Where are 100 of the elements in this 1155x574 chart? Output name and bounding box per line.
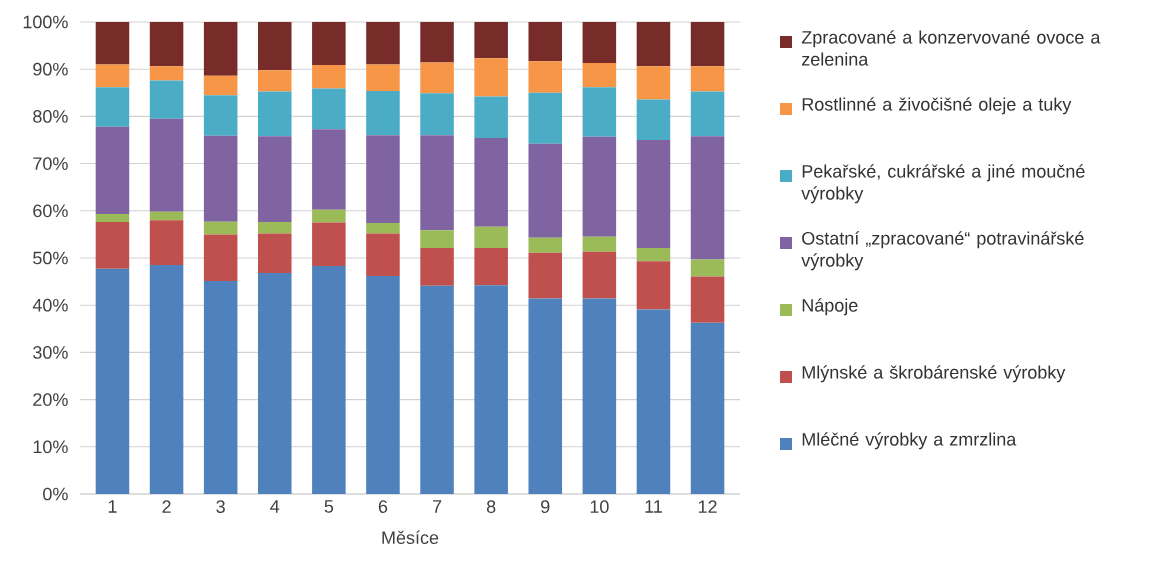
legend-label: Rostlinné a živočišné oleje a tuky	[802, 97, 1072, 115]
bar	[149, 118, 184, 212]
bar	[203, 234, 238, 282]
bar	[149, 265, 184, 494]
y-tick-label: 90%	[33, 62, 68, 76]
y-tick-label: 10%	[33, 440, 68, 454]
bar	[636, 99, 671, 140]
bar	[95, 21, 130, 65]
bar	[582, 136, 617, 237]
bar	[528, 61, 563, 93]
x-axis-title: Měsíce	[382, 530, 439, 545]
legend-label: Mlýnské a škrobárenské výrobky	[802, 365, 1066, 383]
bar	[257, 136, 292, 223]
bar	[474, 226, 508, 249]
bar	[690, 136, 725, 260]
y-tick-label: 0%	[43, 487, 68, 501]
y-tick-label: 30%	[33, 346, 68, 359]
bar	[95, 222, 130, 269]
bar	[528, 298, 563, 494]
bar	[582, 298, 617, 494]
bar	[203, 75, 238, 96]
legend-label: Nápoje	[802, 298, 858, 316]
bar	[690, 259, 725, 277]
bar	[95, 87, 130, 127]
bar	[257, 70, 292, 92]
bar	[636, 66, 671, 100]
x-tick-label: 10	[590, 500, 609, 513]
bar	[528, 143, 563, 238]
y-tick-label: 80%	[33, 110, 68, 123]
bar	[203, 21, 238, 76]
legend-label: Pekařské, cukrářské a jiné moučné výrobky	[801, 164, 1085, 204]
bar	[312, 222, 346, 267]
bar	[582, 87, 617, 137]
bar	[203, 135, 238, 222]
bar	[636, 21, 671, 67]
legend-label: Mléčné výrobky a zmrzlina	[802, 432, 1017, 450]
bar	[420, 248, 454, 286]
bar	[690, 322, 725, 494]
x-tick-label: 4	[270, 500, 280, 513]
bar	[312, 266, 346, 494]
bar	[420, 93, 454, 136]
bar	[312, 88, 346, 130]
legend-label: Ostatní „zpracované“ potravinářské výrobky	[801, 231, 1084, 271]
bar	[474, 96, 508, 139]
bar	[257, 91, 292, 137]
bar	[312, 209, 346, 223]
bar	[420, 62, 454, 94]
bar	[528, 92, 563, 144]
bar	[690, 276, 725, 323]
bar	[474, 58, 508, 97]
bar	[582, 251, 617, 299]
bar	[312, 21, 346, 65]
bar	[366, 233, 400, 276]
bar	[636, 248, 671, 262]
bar	[690, 21, 725, 67]
x-tick-label: 3	[216, 500, 225, 513]
bar	[474, 248, 508, 286]
bar	[420, 21, 454, 63]
x-tick-label: 7	[432, 500, 442, 513]
bar	[203, 221, 238, 235]
x-tick-label: 9	[541, 500, 550, 513]
bar	[366, 275, 400, 494]
bar	[149, 220, 184, 266]
y-tick-label: 70%	[33, 157, 68, 170]
bar	[95, 214, 130, 223]
bar	[690, 66, 725, 92]
bar	[203, 281, 238, 494]
bar	[528, 21, 563, 62]
bar	[366, 90, 400, 136]
x-tick-label: 6	[378, 500, 388, 513]
x-tick-label: 2	[162, 500, 171, 513]
y-tick-label: 60%	[33, 204, 68, 218]
x-tick-label: 12	[698, 500, 717, 513]
bar	[149, 211, 184, 221]
bar	[203, 95, 238, 136]
bar	[149, 80, 184, 119]
y-tick-label: 50%	[33, 251, 68, 265]
bar	[366, 223, 400, 234]
bar	[95, 268, 130, 494]
bar	[257, 222, 292, 234]
bar	[474, 285, 508, 494]
x-tick-label: 11	[645, 500, 662, 513]
bar	[420, 135, 454, 231]
x-tick-label: 8	[486, 500, 496, 513]
bar	[636, 261, 671, 310]
bar	[636, 309, 671, 494]
x-tick-label: 5	[324, 500, 334, 513]
y-tick-label: 20%	[33, 393, 68, 406]
bar	[257, 21, 292, 71]
bar	[636, 139, 671, 249]
bar	[366, 135, 400, 224]
bar	[149, 66, 184, 81]
bar	[95, 126, 130, 215]
bar	[366, 64, 400, 91]
y-tick-label: 100%	[23, 15, 68, 29]
bar	[149, 21, 184, 67]
bar	[312, 64, 346, 89]
bar	[257, 273, 292, 494]
bar	[95, 64, 130, 88]
bar	[312, 129, 346, 210]
